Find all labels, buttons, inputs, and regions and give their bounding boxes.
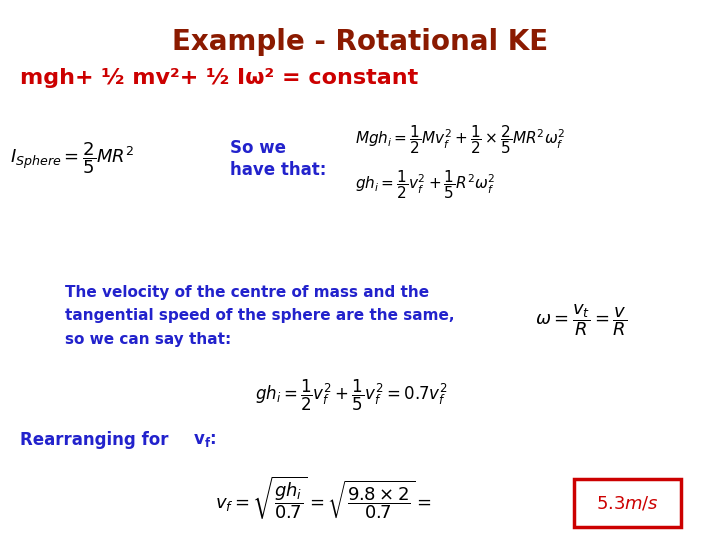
Text: The velocity of the centre of mass and the
tangential speed of the sphere are th: The velocity of the centre of mass and t…: [65, 285, 454, 347]
Text: Rearranging for: Rearranging for: [20, 431, 174, 449]
Text: $gh_i = \dfrac{1}{2}v_f^2 + \dfrac{1}{5}v_f^2 = 0.7v_f^2$: $gh_i = \dfrac{1}{2}v_f^2 + \dfrac{1}{5}…: [255, 377, 448, 413]
Text: $\omega = \dfrac{v_t}{R} = \dfrac{v}{R}$: $\omega = \dfrac{v_t}{R} = \dfrac{v}{R}$: [535, 302, 627, 338]
Text: $gh_i = \dfrac{1}{2}v_f^2 + \dfrac{1}{5}R^2\omega_f^2$: $gh_i = \dfrac{1}{2}v_f^2 + \dfrac{1}{5}…: [355, 168, 495, 201]
Text: Example - Rotational KE: Example - Rotational KE: [172, 28, 548, 56]
Text: $v_f = \sqrt{\dfrac{gh_i}{0.7}} = \sqrt{\dfrac{9.8\times 2}{0.7}} =$: $v_f = \sqrt{\dfrac{gh_i}{0.7}} = \sqrt{…: [215, 475, 432, 522]
Text: So we: So we: [230, 139, 286, 157]
FancyBboxPatch shape: [574, 479, 681, 527]
Text: mgh+ ½ mv²+ ½ Iω² = constant: mgh+ ½ mv²+ ½ Iω² = constant: [20, 68, 418, 88]
Text: $5.3m/s$: $5.3m/s$: [596, 494, 659, 512]
Text: $\mathbf{v_f}$:: $\mathbf{v_f}$:: [193, 431, 216, 449]
Text: have that:: have that:: [230, 161, 326, 179]
Text: $I_{Sphere} = \dfrac{2}{5}MR^2$: $I_{Sphere} = \dfrac{2}{5}MR^2$: [10, 140, 135, 176]
Text: $Mgh_i = \dfrac{1}{2}Mv_f^2 + \dfrac{1}{2}\times\dfrac{2}{5}MR^2\omega_f^2$: $Mgh_i = \dfrac{1}{2}Mv_f^2 + \dfrac{1}{…: [355, 124, 565, 157]
